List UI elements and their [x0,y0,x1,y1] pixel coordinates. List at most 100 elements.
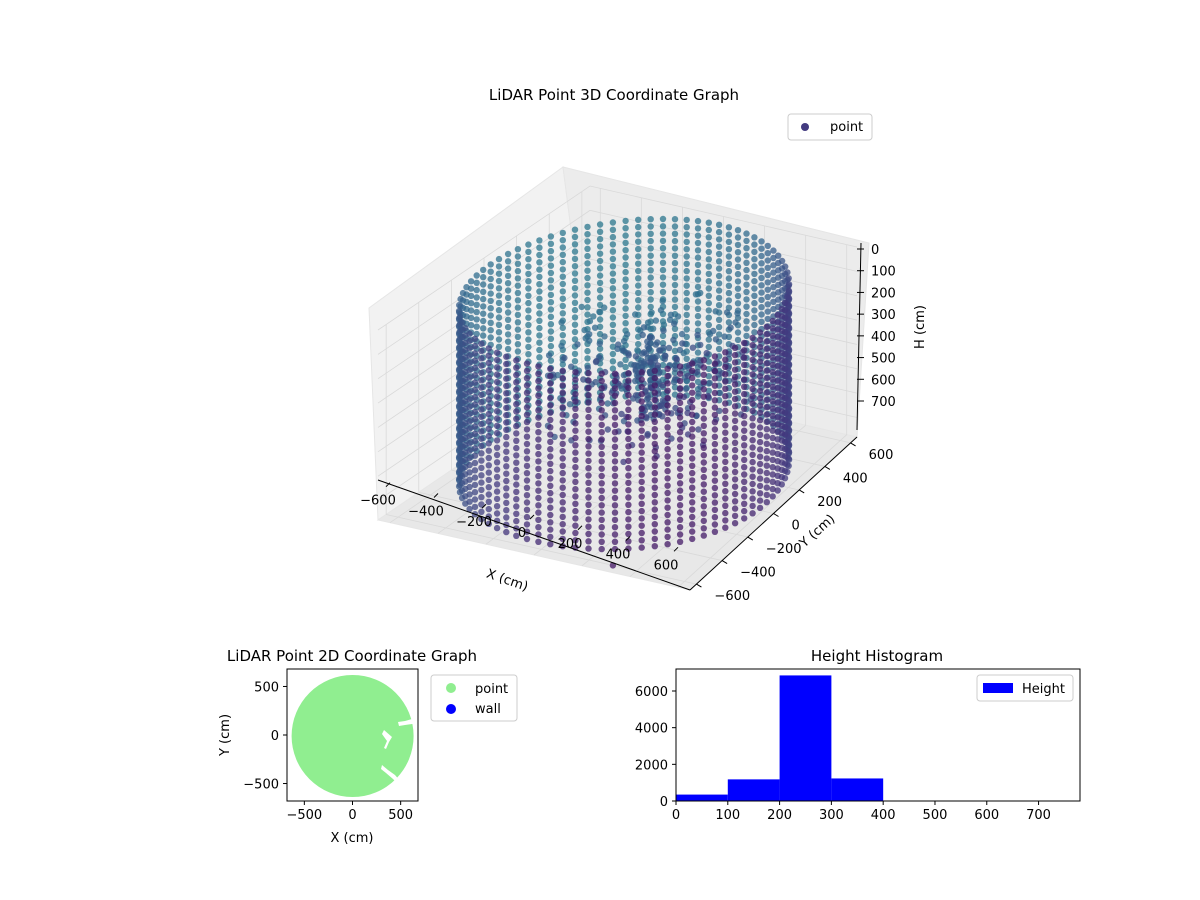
point-128 [559,251,566,258]
point-1946 [572,376,579,383]
point-1039 [647,339,654,347]
point-1734 [774,414,781,421]
point-70 [609,365,617,372]
point-1674 [503,382,510,390]
point-1210 [679,340,686,347]
point-468 [705,343,712,351]
point-200 [547,233,555,240]
point-919 [566,401,574,408]
point-461 [705,292,712,299]
point-477 [586,317,594,325]
point-105 [571,263,579,270]
point-921 [710,327,717,335]
point-2260 [676,472,684,480]
point-1881 [756,409,764,417]
point-279 [671,245,679,252]
point-1590 [485,520,492,527]
y3d-tick-label-4: 200 [817,495,842,510]
point-2044 [731,520,739,527]
x2d-tick-label-1: 0 [348,808,356,823]
point-1929 [749,400,756,407]
point-1898 [559,389,566,396]
point-2181 [700,437,707,444]
point-2070 [598,370,605,377]
point-2178 [700,415,707,422]
point-733 [751,285,758,292]
point-1746 [523,367,531,375]
x3d-tick-3 [529,514,535,520]
point-66 [609,336,617,343]
point-227 [536,251,543,259]
point-306 [525,285,532,292]
point-1457 [471,423,479,430]
point-1375 [466,440,473,447]
point-1947 [572,383,579,391]
point-1288 [462,325,469,332]
point-214 [547,335,555,342]
point-1349 [659,413,666,420]
point-626 [734,241,742,249]
point-1677 [503,404,510,412]
point-1966 [572,522,579,529]
point-460 [705,285,712,292]
point-384 [694,283,702,291]
point-1148 [778,257,786,265]
point-898 [764,315,771,323]
point-2238 [689,491,696,499]
point-2063 [722,480,729,487]
point-351 [683,224,690,231]
point-2166 [625,523,632,530]
point-281 [671,259,679,267]
point-1500 [478,472,485,479]
z3d-tick-label-5: 500 [871,352,896,367]
point-2191 [700,510,707,517]
point-1816 [535,516,542,524]
point-1904 [559,433,566,440]
point-34 [584,289,591,296]
point-1756 [523,440,531,448]
point-1282 [644,392,651,399]
point-83 [622,276,629,283]
point-567 [725,231,733,238]
point-2051 [722,393,729,400]
point-1600 [493,393,501,400]
point-2195 [638,369,645,376]
point-2039 [731,483,739,490]
point-1367 [466,381,473,388]
point-1612 [493,481,501,488]
point-1994 [741,515,748,522]
point-375 [694,217,702,225]
point-56 [609,263,617,270]
point-7 [596,272,604,279]
point-713 [558,342,565,350]
point-1459 [471,437,479,445]
point-665 [743,266,750,274]
point-672 [743,318,750,325]
x3d-tick-1 [433,493,439,498]
point-2258 [676,458,684,465]
point-161 [635,297,642,304]
point-1938 [749,466,756,473]
point-1757 [523,448,531,455]
point-1721 [774,319,781,326]
point-1278 [694,368,701,376]
point-2156 [625,450,632,457]
hist-x-tick-label-4: 400 [871,808,896,823]
point-1793 [769,485,776,493]
point-2240 [689,506,696,513]
point-2254 [676,429,684,436]
point-2012 [585,494,592,501]
point-2288 [651,499,658,506]
point-1741 [774,465,781,472]
point-310 [525,314,532,321]
point-895 [764,293,771,301]
point-888 [764,242,771,250]
point-2152 [625,421,632,428]
point-1679 [503,419,510,426]
point-2047 [722,363,729,371]
point-852 [678,330,686,338]
point-977 [770,305,777,313]
point-1767 [523,521,531,528]
point-1507 [785,287,792,294]
